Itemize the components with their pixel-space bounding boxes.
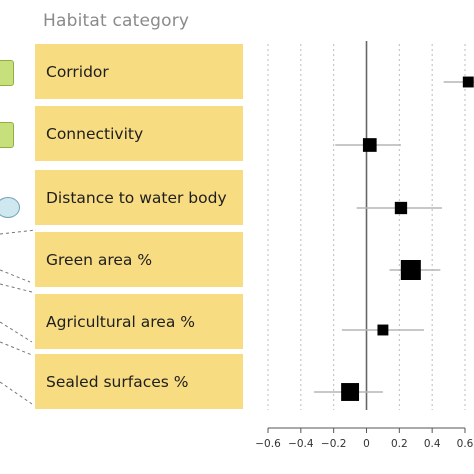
x-tick-label: 0.4 xyxy=(424,438,441,450)
point-estimate xyxy=(377,324,389,336)
category-box-sealed-surfaces: Sealed surfaces % xyxy=(35,354,243,409)
blue-ellipse-icon xyxy=(0,197,20,218)
point-estimate xyxy=(400,260,421,280)
point-estimate xyxy=(394,201,408,215)
green-square-icon xyxy=(0,60,14,86)
category-box-agricultural-area: Agricultural area % xyxy=(35,294,243,349)
point-estimate xyxy=(462,76,474,88)
x-tick-label: −0.2 xyxy=(321,438,347,450)
category-label: Agricultural area % xyxy=(46,312,195,331)
category-label: Green area % xyxy=(46,250,153,269)
x-tick-label: 0.6 xyxy=(457,438,474,450)
connector-line xyxy=(0,269,31,283)
category-label: Distance to water body xyxy=(46,188,227,207)
point-estimate xyxy=(341,383,360,401)
green-square-icon xyxy=(0,122,14,148)
category-label: Sealed surfaces % xyxy=(46,372,189,391)
category-box-connectivity: Connectivity xyxy=(35,106,243,161)
category-label: Connectivity xyxy=(46,124,144,143)
category-box-green-area: Green area % xyxy=(35,232,243,287)
habitat-category-header: Habitat category xyxy=(43,11,190,31)
point-estimate xyxy=(362,138,377,152)
x-tick-label: 0 xyxy=(363,438,370,450)
category-box-distance-to-water: Distance to water body xyxy=(35,170,243,225)
category-label: Corridor xyxy=(46,62,109,81)
category-box-corridor: Corridor xyxy=(35,44,243,99)
connector-line xyxy=(0,381,33,405)
x-tick-label: −0.6 xyxy=(255,438,281,450)
x-tick-label: −0.4 xyxy=(288,438,314,450)
connector-line xyxy=(0,229,37,235)
connector-line xyxy=(0,321,33,343)
x-tick-label: 0.2 xyxy=(391,438,408,450)
